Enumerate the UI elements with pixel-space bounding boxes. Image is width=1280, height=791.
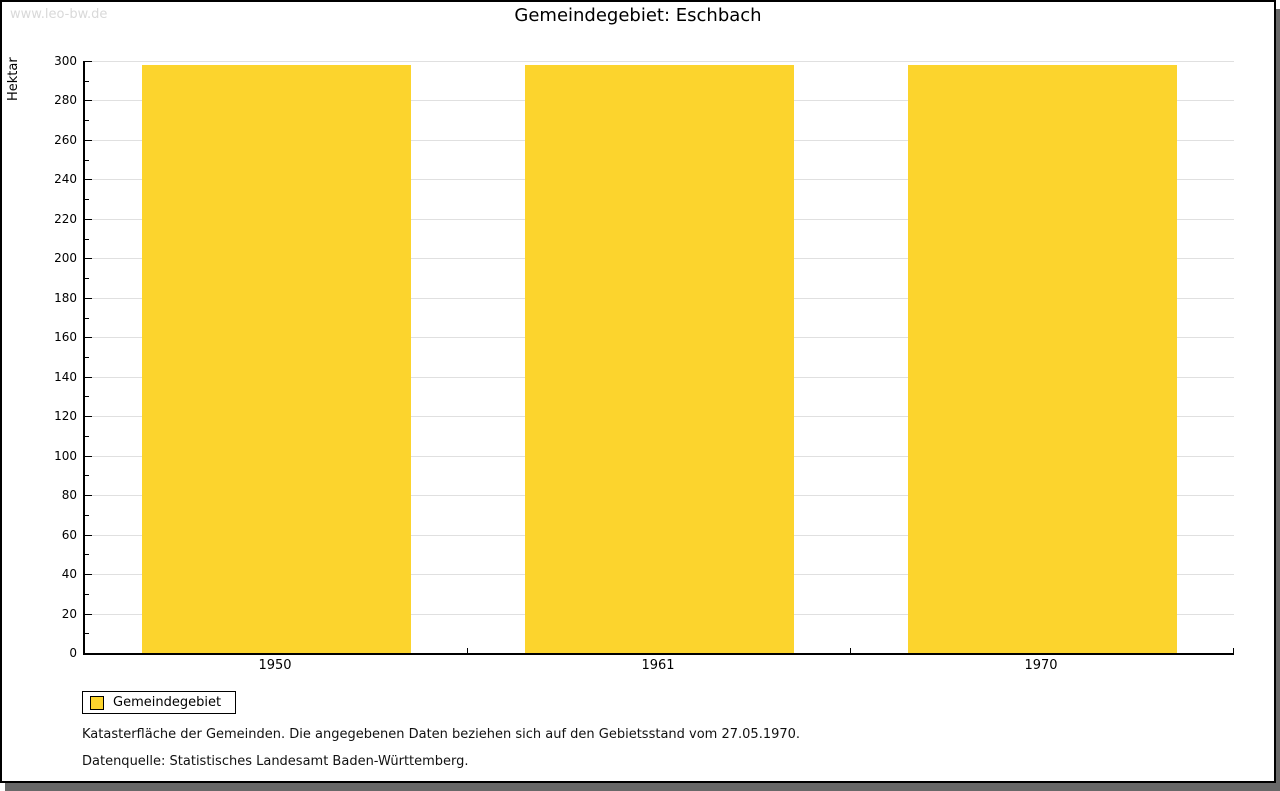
y-axis-minor-tick [85,199,89,200]
y-axis-major-tick [85,219,92,220]
y-axis-major-tick [85,258,92,259]
footnote-data-source: Datenquelle: Statistisches Landesamt Bad… [82,754,469,769]
y-axis-major-tick [85,179,92,180]
y-axis-minor-tick [85,396,89,397]
y-axis-major-tick [85,140,92,141]
y-tick-label: 80 [61,488,77,502]
y-tick-label: 240 [54,172,77,186]
y-axis-minor-tick [85,515,89,516]
y-tick-label: 120 [54,409,77,423]
y-axis-minor-tick [85,120,89,121]
x-axis-tick [850,648,851,653]
chart-title: Gemeindegebiet: Eschbach [514,5,762,26]
y-axis-major-tick [85,614,92,615]
legend: Gemeindegebiet [82,691,237,714]
x-tick-label: 1970 [1024,658,1058,673]
footnote-source-note: Katasterfläche der Gemeinden. Die angege… [82,727,801,742]
y-axis-major-tick [85,535,92,536]
y-axis-minor-tick [85,160,89,161]
x-tick-label: 1961 [641,658,675,673]
y-tick-label: 180 [54,291,77,305]
x-axis-tick [467,648,468,653]
y-tick-label: 300 [54,54,77,68]
y-tick-label: 20 [61,607,77,621]
y-tick-label: 140 [54,370,77,384]
y-axis-major-tick [85,456,92,457]
y-axis-major-tick [85,416,92,417]
y-axis-minor-tick [85,554,89,555]
y-axis-major-tick [85,337,92,338]
y-axis-minor-tick [85,475,89,476]
x-tick-label: 1950 [258,658,292,673]
y-tick-label: 200 [54,251,77,265]
y-axis-major-tick [85,377,92,378]
y-axis-minor-tick [85,436,89,437]
y-tick-label: 0 [69,646,77,660]
y-axis-major-tick [85,298,92,299]
y-tick-label: 220 [54,212,77,226]
y-tick-label: 100 [54,449,77,463]
y-tick-label: 40 [61,567,77,581]
y-axis-minor-tick [85,357,89,358]
y-axis-minor-tick [85,239,89,240]
y-tick-label: 280 [54,93,77,107]
y-axis-major-tick [85,100,92,101]
gridline [85,61,1234,62]
y-axis-minor-tick [85,318,89,319]
plot-area [83,61,1234,655]
x-axis-tick [1233,648,1234,653]
y-axis-minor-tick [85,81,89,82]
y-axis-minor-tick [85,633,89,634]
watermark-text: www.leo-bw.de [10,7,108,22]
y-tick-label: 60 [61,528,77,542]
bar-1950 [142,65,411,653]
bar-1961 [525,65,794,653]
y-axis-minor-tick [85,278,89,279]
y-tick-label: 160 [54,330,77,344]
y-axis-major-tick [85,61,92,62]
legend-item-label: Gemeindegebiet [113,695,222,710]
y-tick-label: 260 [54,133,77,147]
legend-color-swatch-icon [90,695,104,710]
y-axis-minor-tick [85,594,89,595]
bar-1970 [908,65,1177,653]
y-axis-major-tick [85,495,92,496]
y-axis-major-tick [85,574,92,575]
